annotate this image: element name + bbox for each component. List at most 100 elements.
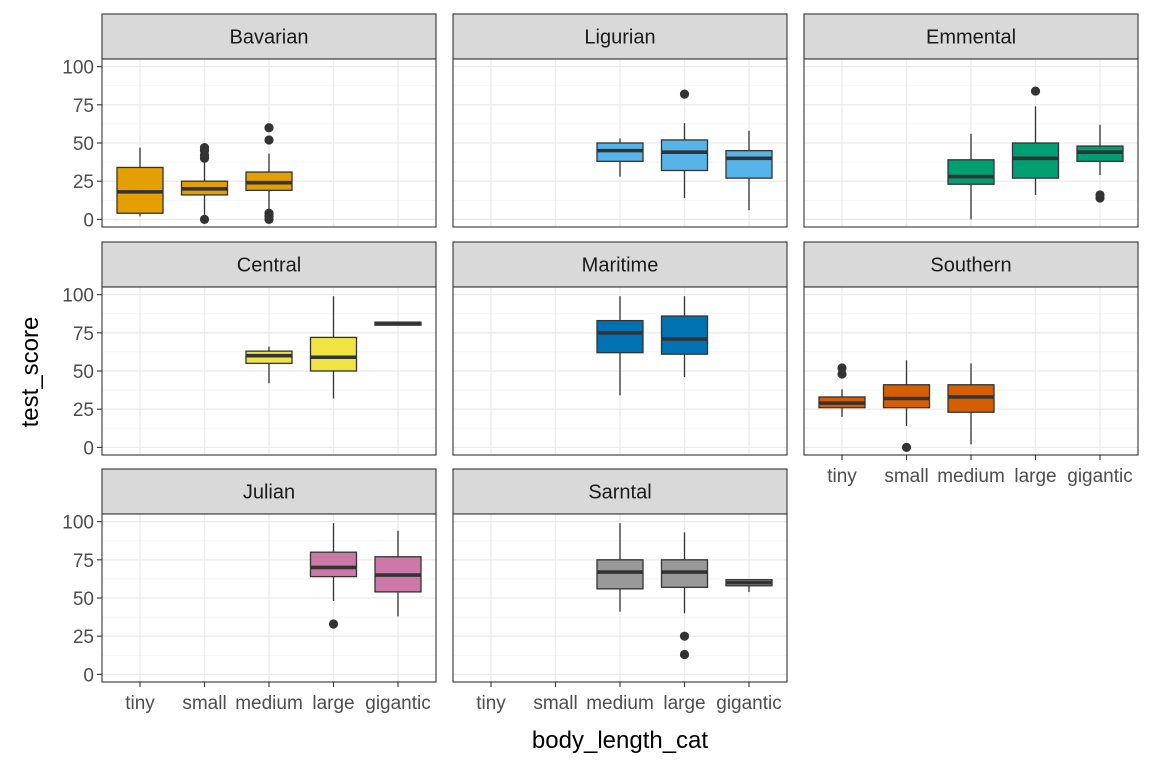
- box-tiny: [818, 363, 866, 417]
- x-tick-label: small: [884, 466, 928, 487]
- box-medium: [245, 123, 293, 224]
- facet-panel: Central: [101, 241, 437, 456]
- y-tick-label: 75: [73, 324, 94, 345]
- box-iqr: [596, 319, 644, 354]
- y-tick-label: 50: [73, 362, 94, 383]
- x-tick-label: small: [533, 693, 577, 714]
- outlier-point: [901, 442, 912, 452]
- box-iqr: [596, 559, 644, 590]
- box-large: [660, 532, 709, 660]
- facet-panel: Southern: [803, 241, 1139, 456]
- facet-strip: [101, 468, 437, 515]
- outlier-point: [1030, 86, 1041, 96]
- facet-label: Southern: [930, 255, 1011, 277]
- box-gigantic: [1076, 124, 1124, 203]
- outlier-point: [264, 208, 274, 218]
- y-tick-label: 100: [62, 513, 94, 534]
- panel-border: [452, 286, 788, 456]
- outlier-point: [837, 363, 847, 373]
- panels-layer: Bavarian Ligurian Emmental Central Maritime S…: [101, 13, 1139, 683]
- outlier-point: [328, 619, 339, 629]
- y-tick-label: 0: [83, 210, 94, 231]
- box-iqr: [660, 139, 709, 172]
- box-iqr: [882, 384, 931, 409]
- y-axis-title: test_score: [17, 317, 44, 428]
- x-axis: tiny small medium large gigantic tiny small med…: [125, 455, 1133, 714]
- box-medium: [947, 133, 995, 220]
- box-small: [180, 142, 229, 224]
- box-medium: [596, 296, 644, 396]
- box-iqr: [725, 149, 773, 179]
- facet-strip: [452, 13, 788, 60]
- box-iqr: [309, 551, 358, 578]
- box-large: [1011, 86, 1060, 195]
- facet-label: Sarntal: [588, 482, 651, 504]
- box-medium: [245, 346, 293, 384]
- y-axis: 0 25 50 75 100 0 25 50 75 100 0 25 50 75 100: [62, 58, 102, 686]
- y-tick-label: 75: [73, 96, 94, 117]
- facet-label: Ligurian: [584, 27, 655, 49]
- box-iqr: [660, 315, 709, 355]
- facet-strip: [101, 13, 437, 60]
- x-tick-label: large: [663, 693, 705, 714]
- box-gigantic: [374, 321, 422, 326]
- box-medium: [596, 523, 644, 612]
- x-tick-label: medium: [235, 693, 303, 714]
- outlier-point: [1095, 190, 1105, 200]
- x-tick-label: tiny: [827, 466, 857, 487]
- outlier-point: [199, 142, 210, 153]
- y-tick-label: 25: [73, 400, 94, 421]
- box-gigantic: [725, 579, 773, 592]
- x-tick-label: medium: [586, 693, 654, 714]
- facet-label: Central: [237, 255, 301, 277]
- facet-panel: Julian: [101, 468, 437, 683]
- facet-panel: Ligurian: [452, 13, 788, 228]
- box-small: [882, 360, 931, 452]
- box-iqr: [947, 159, 995, 185]
- x-tick-label: small: [182, 693, 226, 714]
- facet-label: Maritime: [582, 255, 659, 277]
- y-tick-label: 25: [73, 627, 94, 648]
- outlier-point: [679, 649, 690, 660]
- facet-strip: [452, 468, 788, 515]
- outlier-point: [679, 631, 690, 641]
- box-medium: [947, 363, 995, 445]
- facet-label: Bavarian: [230, 27, 309, 49]
- outlier-point: [199, 214, 210, 224]
- outlier-point: [679, 89, 690, 99]
- facet-panel: Sarntal: [452, 468, 788, 683]
- facet-panel: Bavarian: [101, 13, 437, 228]
- box-iqr: [309, 336, 358, 372]
- box-large: [660, 296, 709, 378]
- x-tick-label: tiny: [476, 693, 506, 714]
- outlier-point: [264, 123, 274, 133]
- y-tick-label: 100: [62, 286, 94, 307]
- x-tick-label: large: [312, 693, 354, 714]
- box-gigantic: [374, 530, 422, 617]
- facet-label: Emmental: [926, 27, 1016, 49]
- box-gigantic: [725, 130, 773, 211]
- box-tiny: [116, 147, 164, 217]
- facet-panel: Maritime: [452, 241, 788, 456]
- box-iqr: [1011, 142, 1060, 179]
- x-tick-label: large: [1014, 466, 1056, 487]
- box-large: [309, 523, 358, 629]
- box-medium: [596, 138, 644, 177]
- y-tick-label: 0: [83, 665, 94, 686]
- y-tick-label: 50: [73, 589, 94, 610]
- y-tick-label: 50: [73, 134, 94, 155]
- x-tick-label: tiny: [125, 693, 155, 714]
- y-tick-label: 75: [73, 551, 94, 572]
- facet-strip: [803, 13, 1139, 60]
- panel-border: [803, 58, 1139, 228]
- x-tick-label: medium: [937, 466, 1005, 487]
- facet-strip: [803, 241, 1139, 288]
- outlier-point: [264, 135, 274, 145]
- box-large: [660, 89, 709, 198]
- x-axis-title: body_length_cat: [532, 727, 708, 754]
- y-tick-label: 25: [73, 172, 94, 193]
- x-tick-label: gigantic: [365, 693, 431, 714]
- y-tick-label: 100: [62, 58, 94, 79]
- y-tick-label: 0: [83, 438, 94, 459]
